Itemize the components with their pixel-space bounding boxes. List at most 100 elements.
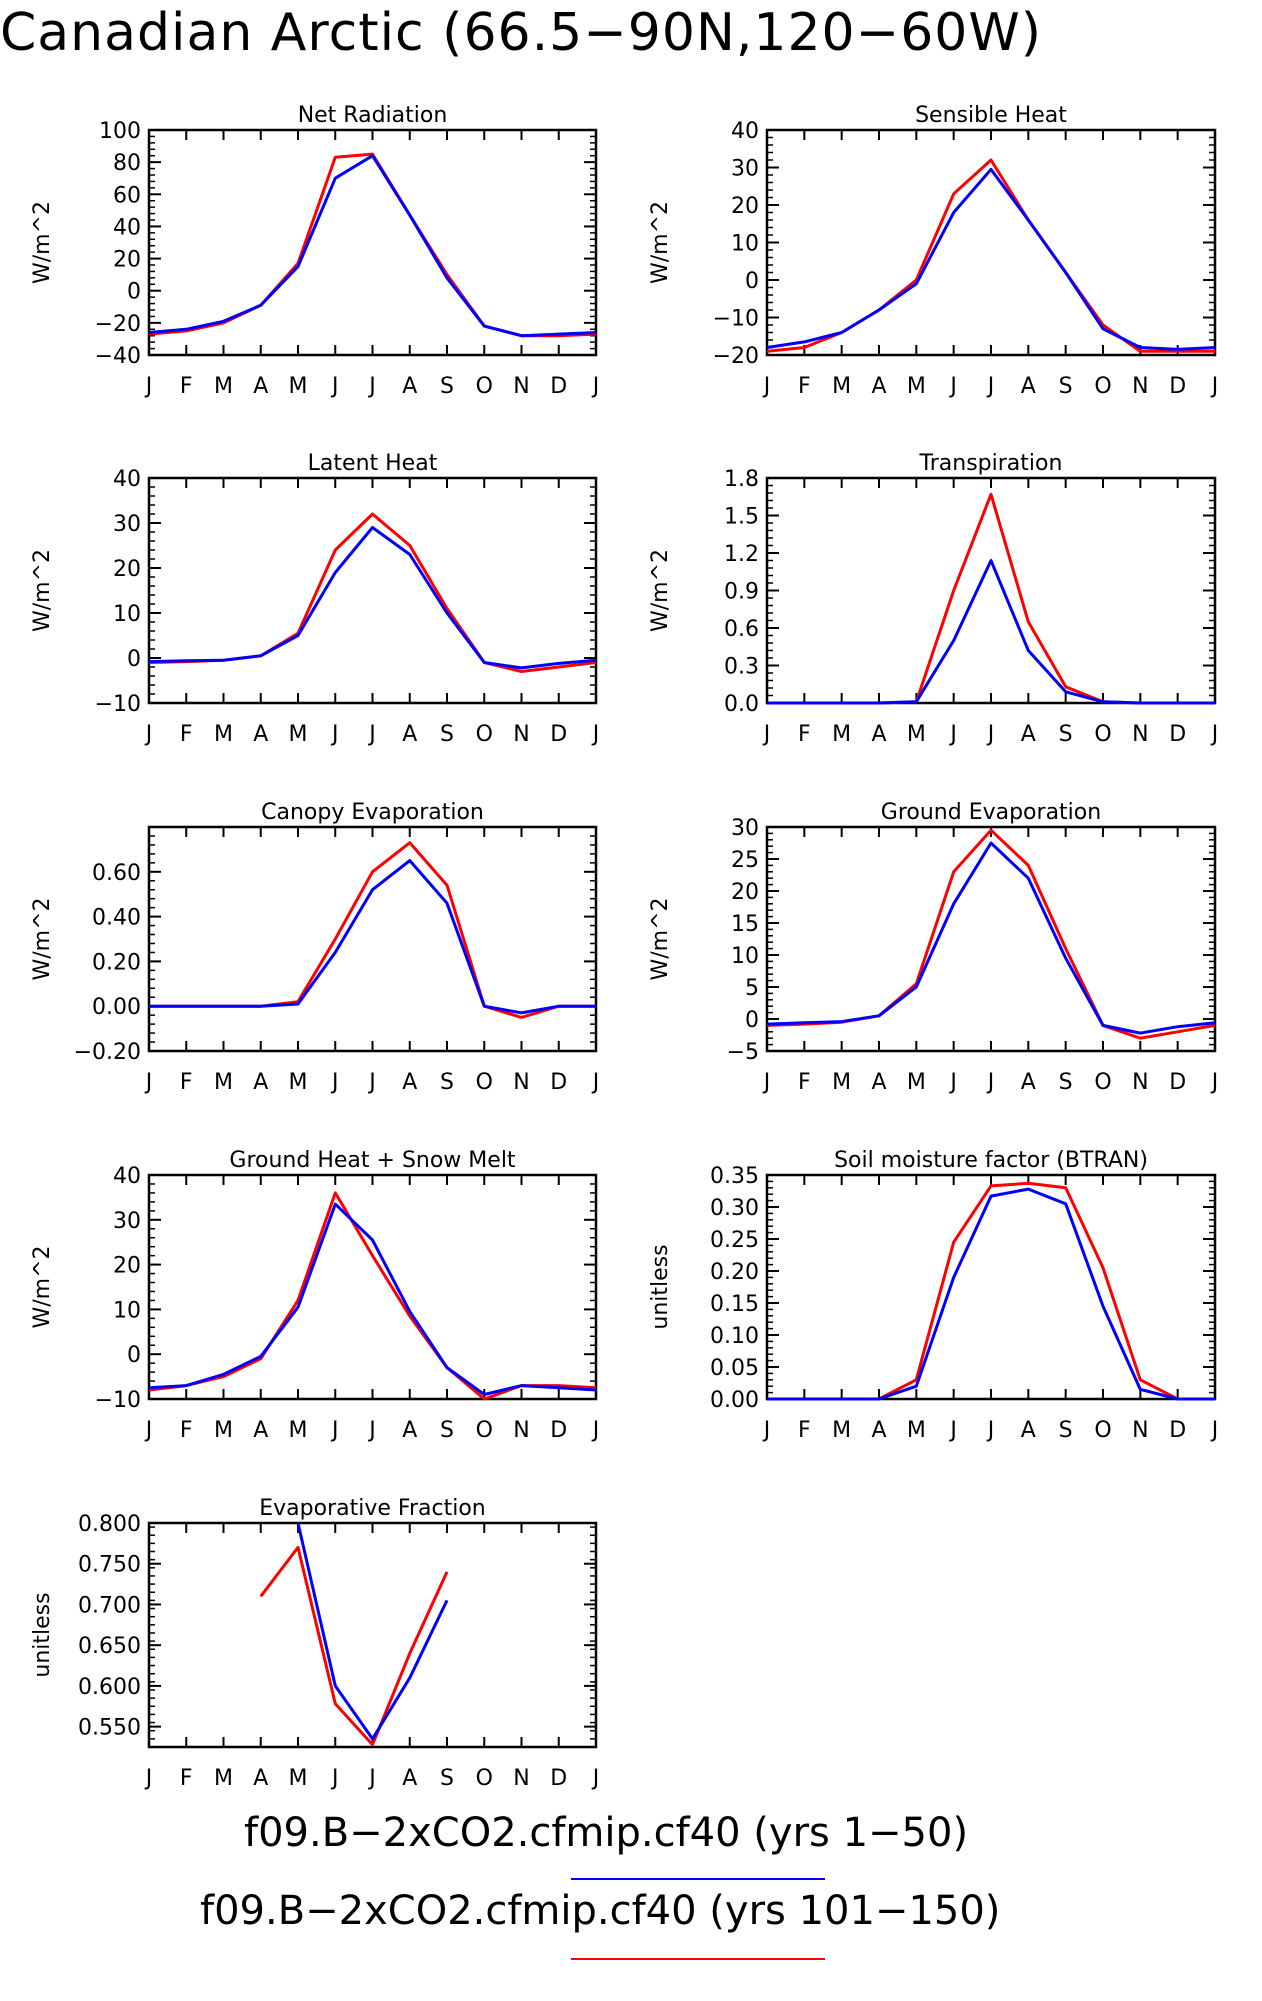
plot-frame: [147, 128, 598, 357]
x-tick-label: M: [907, 374, 926, 399]
series-line-1: [148, 1191, 597, 1401]
y-tick-label: 0: [127, 647, 141, 672]
series-line-1: [149, 841, 596, 1019]
series-line-2: [296, 1522, 449, 1741]
series-line-2: [148, 526, 597, 670]
y-tick-label: 0.650: [78, 1634, 141, 1659]
y-tick-label: −10: [95, 1388, 141, 1413]
legend-entry-1: f09.B−2xCO2.cfmip.cf40 (yrs 1−50): [0, 1810, 1262, 1880]
chart-title: Canopy Evaporation: [261, 800, 484, 825]
x-tick-label: A: [871, 1070, 886, 1095]
x-tick-label: J: [762, 722, 771, 747]
x-tick-label: M: [907, 1418, 926, 1443]
legend-line-1: [571, 1878, 825, 1880]
y-tick-label: 0.20: [92, 950, 141, 975]
y-tick-label: 1.5: [724, 505, 759, 530]
y-tick-label: 40: [113, 1164, 141, 1189]
y-tick-label: 0.00: [92, 995, 141, 1020]
y-tick-label: 5: [745, 976, 759, 1001]
x-tick-label: A: [1021, 374, 1036, 399]
series-line-2: [148, 1202, 597, 1396]
y-tick-label: 0: [127, 1343, 141, 1368]
y-tick-label: 100: [99, 119, 141, 144]
x-tick-label: J: [591, 1418, 600, 1443]
y-tick-label: 0.60: [92, 861, 141, 886]
chart-title: Ground Evaporation: [881, 800, 1101, 825]
x-tick-label: A: [253, 1418, 268, 1443]
series-line-1: [148, 152, 597, 338]
x-tick-label: F: [798, 1070, 811, 1095]
x-tick-label: A: [253, 1766, 268, 1791]
x-tick-label: D: [1169, 374, 1186, 399]
x-tick-label: A: [402, 1766, 417, 1791]
legend-line-2: [571, 1958, 825, 1960]
x-tick-label: M: [289, 1766, 308, 1791]
y-tick-label: 25: [731, 848, 759, 873]
series-line-1: [767, 492, 1215, 705]
y-tick-label: 0: [745, 269, 759, 294]
y-tick-label: 0.15: [710, 1292, 759, 1317]
series-line-1: [767, 1181, 1215, 1401]
series-line-2: [767, 559, 1215, 705]
y-tick-label: 20: [113, 557, 141, 582]
x-tick-label: S: [440, 374, 454, 399]
x-tick-label: J: [591, 374, 600, 399]
x-tick-label: A: [1021, 1070, 1036, 1095]
x-tick-label: S: [440, 1070, 454, 1095]
y-tick-label: 0.6: [724, 617, 759, 642]
x-tick-label: D: [550, 722, 567, 747]
x-tick-label: J: [762, 374, 771, 399]
x-tick-label: D: [550, 1070, 567, 1095]
x-tick-label: S: [440, 1418, 454, 1443]
y-tick-label: −40: [95, 344, 141, 369]
x-tick-label: J: [330, 1070, 339, 1095]
x-tick-label: M: [832, 722, 851, 747]
y-tick-label: 0.10: [710, 1324, 759, 1349]
x-tick-label: S: [1059, 1418, 1073, 1443]
y-tick-label: 20: [113, 248, 141, 273]
y-tick-label: 0.00: [710, 1388, 759, 1413]
series-line-2: [767, 1187, 1215, 1401]
series-line-2: [148, 154, 597, 338]
x-tick-label: J: [948, 722, 957, 747]
x-tick-label: D: [1169, 1070, 1186, 1095]
y-tick-label: 0.600: [78, 1675, 141, 1700]
x-tick-label: M: [289, 1070, 308, 1095]
y-axis-label: W/m^2: [30, 1245, 55, 1328]
legend-label-1: f09.B−2xCO2.cfmip.cf40 (yrs 1−50): [244, 1810, 969, 1856]
x-tick-label: J: [762, 1418, 771, 1443]
y-tick-label: −20: [713, 344, 759, 369]
y-tick-label: 20: [113, 1254, 141, 1279]
y-tick-label: 0.20: [710, 1260, 759, 1285]
x-tick-label: J: [367, 1418, 376, 1443]
x-tick-label: A: [402, 1418, 417, 1443]
x-tick-label: M: [214, 722, 233, 747]
y-tick-label: 10: [731, 232, 759, 257]
x-tick-label: J: [1210, 374, 1219, 399]
y-tick-label: 0.750: [78, 1553, 141, 1578]
x-tick-label: J: [986, 1070, 995, 1095]
x-tick-label: J: [1210, 1070, 1219, 1095]
x-tick-label: A: [1021, 722, 1036, 747]
x-tick-label: J: [591, 1766, 600, 1791]
plot-frame: [765, 1173, 1217, 1401]
series-line-2: [766, 167, 1216, 351]
x-tick-label: O: [476, 1418, 493, 1443]
y-tick-label: 0: [745, 1008, 759, 1033]
x-tick-label: S: [1059, 374, 1073, 399]
x-tick-label: M: [214, 1766, 233, 1791]
legend-entry-2: f09.B−2xCO2.cfmip.cf40 (yrs 101−150): [0, 1888, 1262, 1960]
series-line-1: [766, 158, 1215, 353]
x-tick-label: N: [513, 722, 529, 747]
x-tick-label: A: [253, 1070, 268, 1095]
y-tick-label: 0.700: [78, 1593, 141, 1618]
y-tick-label: 0.05: [710, 1356, 759, 1381]
x-tick-label: S: [1059, 1070, 1073, 1095]
y-tick-label: 0.3: [724, 655, 759, 680]
x-tick-label: F: [798, 722, 811, 747]
x-tick-label: J: [591, 1070, 600, 1095]
x-tick-label: A: [871, 374, 886, 399]
